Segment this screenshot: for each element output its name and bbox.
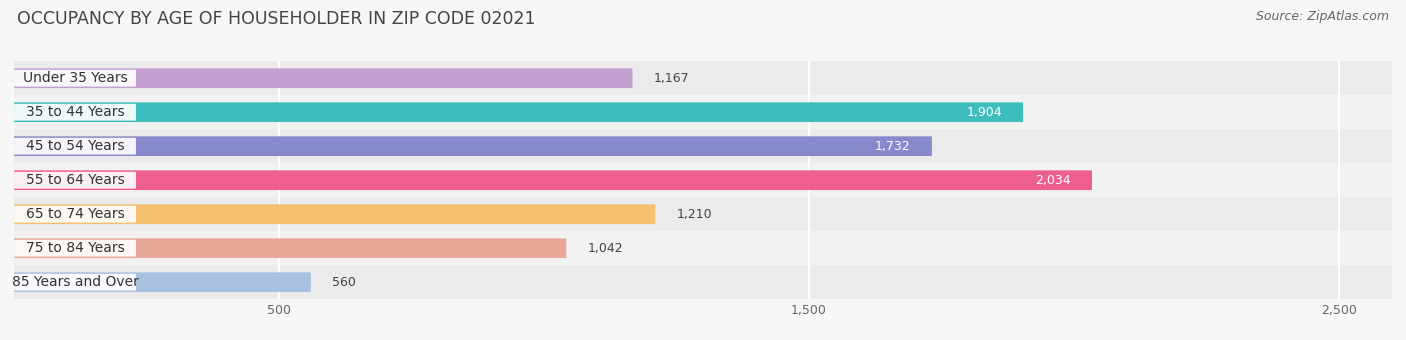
Text: 45 to 54 Years: 45 to 54 Years xyxy=(25,139,124,153)
Bar xyxy=(14,231,1392,265)
FancyBboxPatch shape xyxy=(14,70,136,87)
Text: 35 to 44 Years: 35 to 44 Years xyxy=(25,105,124,119)
FancyBboxPatch shape xyxy=(14,102,1024,122)
Text: Source: ZipAtlas.com: Source: ZipAtlas.com xyxy=(1256,10,1389,23)
FancyBboxPatch shape xyxy=(14,206,136,223)
FancyBboxPatch shape xyxy=(14,136,932,156)
Text: 1,904: 1,904 xyxy=(966,106,1002,119)
Text: 75 to 84 Years: 75 to 84 Years xyxy=(25,241,124,255)
Text: 65 to 74 Years: 65 to 74 Years xyxy=(25,207,124,221)
Text: OCCUPANCY BY AGE OF HOUSEHOLDER IN ZIP CODE 02021: OCCUPANCY BY AGE OF HOUSEHOLDER IN ZIP C… xyxy=(17,10,536,28)
FancyBboxPatch shape xyxy=(14,204,655,224)
FancyBboxPatch shape xyxy=(14,272,311,292)
FancyBboxPatch shape xyxy=(14,138,136,155)
Bar xyxy=(14,129,1392,163)
Text: 1,167: 1,167 xyxy=(654,72,689,85)
Text: 1,210: 1,210 xyxy=(676,208,711,221)
Bar xyxy=(14,61,1392,95)
Text: 55 to 64 Years: 55 to 64 Years xyxy=(25,173,124,187)
FancyBboxPatch shape xyxy=(14,274,136,291)
Text: 560: 560 xyxy=(332,276,356,289)
Text: Under 35 Years: Under 35 Years xyxy=(22,71,128,85)
Bar xyxy=(14,265,1392,299)
FancyBboxPatch shape xyxy=(14,68,633,88)
Bar xyxy=(14,163,1392,197)
FancyBboxPatch shape xyxy=(14,172,136,189)
FancyBboxPatch shape xyxy=(14,170,1092,190)
Text: 2,034: 2,034 xyxy=(1035,174,1071,187)
Text: 1,042: 1,042 xyxy=(588,242,623,255)
Bar xyxy=(14,197,1392,231)
Text: 85 Years and Over: 85 Years and Over xyxy=(11,275,138,289)
Text: 1,732: 1,732 xyxy=(875,140,911,153)
FancyBboxPatch shape xyxy=(14,104,136,121)
FancyBboxPatch shape xyxy=(14,238,567,258)
Bar xyxy=(14,95,1392,129)
FancyBboxPatch shape xyxy=(14,240,136,257)
